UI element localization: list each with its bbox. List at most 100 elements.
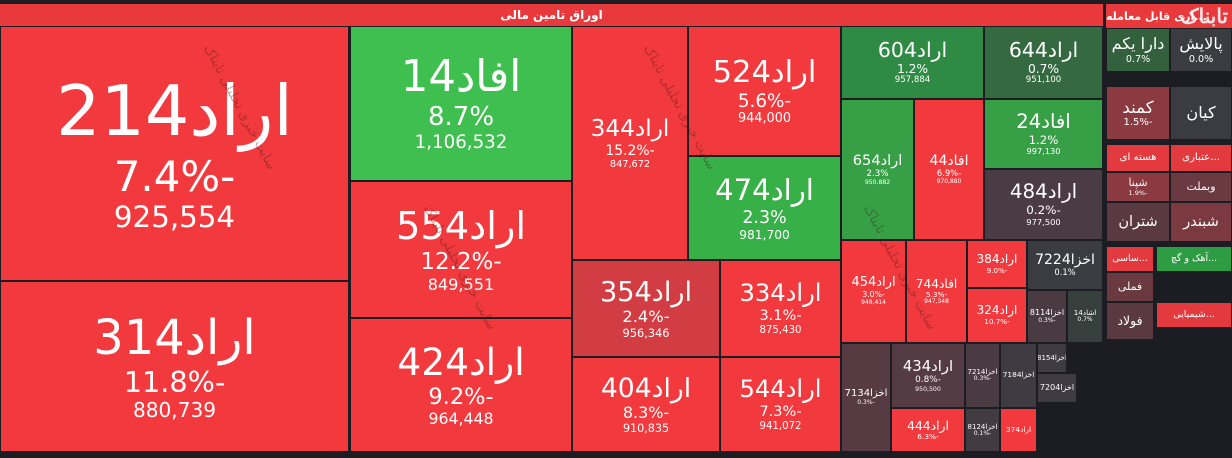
tile-value: 941,072: [759, 420, 802, 432]
tile-name: افاد44: [929, 153, 969, 170]
tile: اراد444 -6.3%: [891, 408, 965, 452]
tile-change: -3.1%: [759, 308, 802, 325]
tile-name: اراد604: [877, 37, 948, 62]
tile-name: وبملت: [1186, 179, 1216, 193]
tile-name: اراد354: [599, 276, 693, 308]
tile-value: 947,348: [924, 298, 949, 306]
tile: ...ساسی: [1106, 246, 1154, 272]
tile-change: -5.3%: [925, 289, 948, 299]
tile: فملی: [1106, 272, 1154, 302]
tile-name: اراد644: [1008, 37, 1079, 62]
tile: اراد374: [1000, 408, 1037, 452]
tile-change: -0.3%: [857, 398, 875, 406]
tile: اراد454 -3.0% 948,414: [841, 240, 906, 343]
tile-change: -9.2%: [428, 383, 494, 410]
tile-change: -2.4%: [622, 307, 670, 327]
tile: اراد404 -8.3% 910,835: [572, 357, 720, 452]
tile-name: اراد324: [976, 303, 1018, 318]
tile-value: 981,700: [739, 227, 790, 242]
tile-name: اشاد14: [1073, 307, 1097, 317]
tile: اراد644 0.7% 951,100: [984, 26, 1103, 99]
tile-name: کیان: [1186, 102, 1216, 122]
tile-value: 948,414: [861, 299, 886, 306]
tile-name: اراد484: [1009, 180, 1078, 204]
tile-change: 1.2%: [1028, 132, 1059, 147]
tile-value: 957,884: [894, 75, 931, 86]
tile: اراد214 -7.4% 925,554: [0, 26, 349, 281]
tile-value: 951,100: [1025, 75, 1062, 86]
tile-name: اراد654: [852, 151, 903, 169]
tile-name: هسته ای: [1119, 152, 1157, 164]
tile-change: -8.3%: [622, 403, 670, 423]
tile-change: -7.4%: [113, 151, 236, 201]
tile-value: 910,835: [622, 421, 670, 435]
watermark: تابناک: [1180, 4, 1228, 28]
tile: اراد604 1.2% 957,884: [841, 26, 984, 99]
tile: هسته ای: [1106, 144, 1170, 172]
tile-name: اراد334: [739, 279, 822, 308]
tile: شپنا -1.9%: [1106, 172, 1170, 202]
tile-name: اراد524: [712, 55, 817, 91]
tile-value: 1,106,532: [414, 131, 508, 153]
tile: اراد424 -9.2% 964,448: [350, 318, 572, 452]
tile-name: اراد434: [902, 358, 954, 376]
tile-name: افاد24: [1016, 110, 1071, 134]
tile-change: -6.3%: [917, 431, 939, 441]
tile-name: اراد384: [976, 251, 1018, 266]
tile-value: 977,500: [1026, 216, 1061, 227]
tile: افاد44 -6.9% 970,880: [914, 99, 984, 240]
tile-value: 849,551: [427, 274, 495, 294]
tile: فولاد: [1106, 302, 1154, 340]
tile-change: -3.0%: [862, 290, 885, 300]
tile-value: 950,882: [864, 179, 891, 187]
tile-change: 0.7%: [1125, 53, 1151, 65]
tile: اراد324 -10.7%: [967, 288, 1027, 343]
tile-change: -11.8%: [123, 364, 226, 399]
tile-value: 875,430: [759, 324, 802, 336]
tile-value: 925,554: [113, 199, 236, 234]
tile-name: شپنا: [1128, 175, 1148, 189]
tile: کمند -1.5%: [1106, 86, 1170, 140]
tile-change: -0.3%: [973, 375, 992, 383]
tile-name: دارا یکم: [1111, 34, 1165, 54]
tile-name: شبندر: [1183, 212, 1219, 230]
tile-name: اخزا7184: [1002, 370, 1035, 380]
tile: اراد434 -0.8% 950,500: [891, 343, 965, 408]
tile-value: 950,500: [915, 385, 941, 393]
tile: افاد14 8.7% 1,106,532: [350, 26, 572, 181]
tile-value: 880,739: [132, 397, 217, 422]
tile-name: اراد404: [600, 372, 692, 404]
tile: اراد384 -9.0%: [967, 240, 1027, 288]
tile: اخزا7184: [1000, 343, 1037, 408]
tile: ...عتباری: [1170, 144, 1232, 172]
tile-change: -0.3%: [1038, 316, 1056, 324]
tile: ...شیمیایی: [1156, 302, 1232, 328]
tile-name: اخزا7214: [967, 368, 998, 377]
tile-change: -9.0%: [986, 265, 1008, 275]
tile-name: اراد374: [1005, 424, 1032, 434]
tile: وبملت: [1170, 172, 1232, 202]
tile-name: اخزا8114: [1029, 308, 1065, 318]
tile: اشاد14 0.7%: [1067, 290, 1103, 343]
tile-change: -0.8%: [915, 375, 941, 386]
tile: اراد484 -0.2% 977,500: [984, 169, 1103, 240]
tile: اخزا8154: [1037, 343, 1067, 373]
tile: ...آهک و گچ: [1156, 246, 1232, 272]
tile: اراد334 -3.1% 875,430: [720, 260, 841, 357]
tile-change: 0.1%: [1054, 267, 1076, 278]
tile-value: 944,000: [737, 110, 792, 126]
tile: اراد344 -15.2% 847,672: [572, 26, 688, 260]
tile-name: ...ساسی: [1112, 252, 1148, 264]
tile-name: ...شیمیایی: [1173, 308, 1215, 320]
tile-change: 0.0%: [1188, 53, 1214, 65]
tile-name: اراد544: [739, 375, 822, 404]
tile: اخزا7134 -0.3%: [841, 343, 891, 452]
tile: اخزا7224 0.1%: [1027, 240, 1103, 290]
tile-change: -1.9%: [1128, 188, 1148, 197]
tile-value: 956,346: [622, 325, 670, 340]
tile: اخزا7204: [1037, 373, 1077, 403]
tile-name: اراد314: [93, 310, 256, 366]
tile-change: -5.6%: [737, 90, 792, 112]
tile-name: اراد424: [397, 340, 525, 385]
